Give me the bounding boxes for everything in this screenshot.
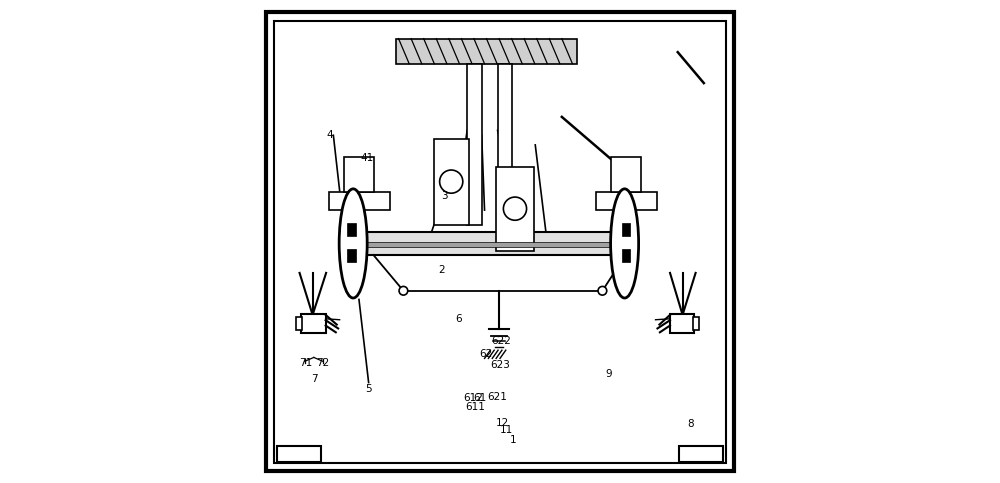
- Circle shape: [440, 170, 463, 193]
- Bar: [301, 314, 326, 333]
- Bar: [496, 167, 534, 251]
- Bar: [622, 249, 630, 262]
- Text: 7: 7: [311, 374, 317, 384]
- Bar: [611, 157, 641, 192]
- Text: 71: 71: [299, 358, 312, 368]
- Text: 3: 3: [441, 191, 448, 200]
- Text: 12: 12: [496, 418, 509, 427]
- Circle shape: [503, 197, 527, 220]
- Bar: [670, 314, 694, 333]
- Bar: [434, 139, 469, 225]
- Bar: [343, 242, 638, 247]
- Bar: [347, 223, 356, 236]
- Bar: [467, 64, 482, 225]
- Bar: [277, 446, 321, 462]
- Text: 6: 6: [456, 314, 462, 324]
- Bar: [344, 157, 374, 192]
- Text: 9: 9: [605, 369, 612, 379]
- Text: 4: 4: [327, 130, 333, 140]
- Text: 61: 61: [473, 394, 486, 403]
- Bar: [329, 192, 390, 210]
- Text: 62: 62: [479, 349, 492, 358]
- Circle shape: [399, 286, 408, 295]
- Text: 623: 623: [490, 360, 510, 369]
- Bar: [296, 317, 302, 330]
- Bar: [679, 446, 723, 462]
- Ellipse shape: [339, 189, 367, 298]
- Text: 41: 41: [361, 154, 374, 163]
- Text: 2: 2: [439, 266, 445, 275]
- Text: 11: 11: [500, 425, 513, 435]
- Text: 5: 5: [365, 384, 372, 394]
- Bar: [347, 249, 356, 262]
- Circle shape: [598, 286, 607, 295]
- Text: 622: 622: [491, 336, 511, 345]
- Bar: [693, 317, 699, 330]
- Text: 8: 8: [687, 419, 694, 429]
- Text: 612: 612: [463, 394, 483, 403]
- Bar: [596, 192, 657, 210]
- Bar: [343, 232, 638, 255]
- Ellipse shape: [611, 189, 639, 298]
- Text: 611: 611: [465, 402, 485, 412]
- Text: 1: 1: [510, 436, 516, 445]
- Bar: [622, 223, 630, 236]
- Text: 621: 621: [488, 392, 508, 402]
- Bar: [498, 64, 512, 225]
- Text: 72: 72: [316, 358, 329, 368]
- Bar: [396, 39, 577, 64]
